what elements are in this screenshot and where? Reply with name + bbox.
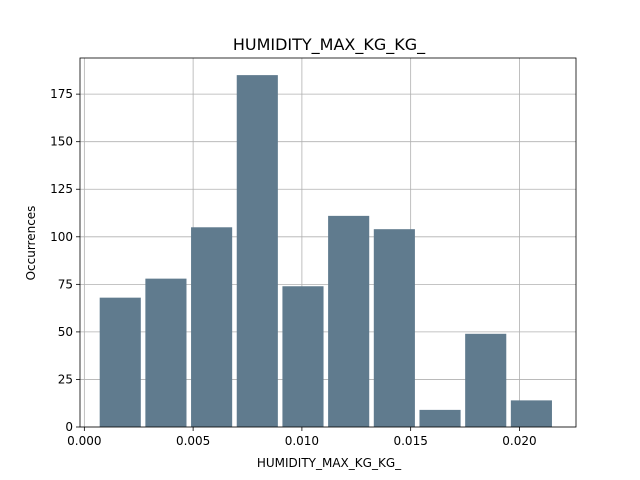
histogram-bar xyxy=(99,297,141,427)
histogram-bar xyxy=(191,227,233,427)
histogram-bar xyxy=(328,215,370,427)
y-tick-label: 100 xyxy=(50,230,73,244)
y-tick-label: 0 xyxy=(65,420,73,434)
chart-title: HUMIDITY_MAX_KG_KG_ xyxy=(233,35,426,55)
bars-layer xyxy=(99,75,552,427)
histogram-bar xyxy=(465,333,507,427)
ticks-layer: 0.000 0.005 0.010 0.015 0.020 0 25 50 75 100 125 15… xyxy=(50,87,537,448)
histogram-bar xyxy=(145,278,187,427)
plot-frame xyxy=(79,57,577,428)
x-tick-label: 0.020 xyxy=(502,434,536,448)
x-tick-label: 0.010 xyxy=(285,434,319,448)
x-tick-label: 0.000 xyxy=(67,434,101,448)
x-tick-label: 0.005 xyxy=(176,434,210,448)
y-tick-label: 50 xyxy=(58,325,73,339)
y-tick-label: 150 xyxy=(50,135,73,149)
histogram-bar xyxy=(282,286,324,427)
x-axis-label: HUMIDITY_MAX_KG_KG_ xyxy=(257,456,402,470)
histogram-bar xyxy=(419,409,461,427)
y-tick-label: 125 xyxy=(50,182,73,196)
histogram-bar xyxy=(236,75,278,427)
y-tick-label: 175 xyxy=(50,87,73,101)
histogram-bar xyxy=(373,229,415,427)
histogram-bar xyxy=(510,400,552,427)
x-tick-label: 0.015 xyxy=(393,434,427,448)
y-tick-label: 75 xyxy=(58,277,73,291)
y-tick-label: 25 xyxy=(58,372,73,386)
y-axis-label: Occurrences xyxy=(24,206,38,281)
